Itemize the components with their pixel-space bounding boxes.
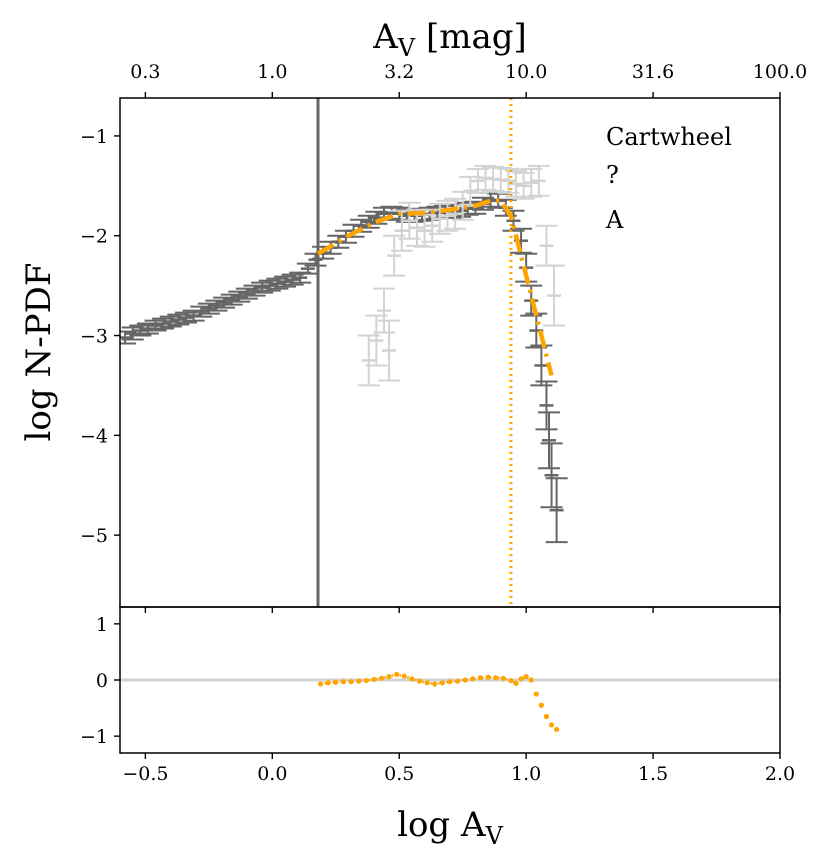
residual-trace [320,673,532,686]
residual-point [528,677,534,683]
x-axis-title: log AV [397,805,503,850]
residual-point [538,702,544,708]
series-selected-region [357,164,566,387]
y-tick-label-residual: 1 [96,614,108,636]
x-tick-label: 0.5 [384,763,414,785]
residual-point [340,679,346,685]
errorbar-point [527,164,550,197]
errorbar-point [436,199,459,232]
y-tick-label-residual: 0 [96,670,108,692]
x-tick-label: 1.0 [511,763,541,785]
y-tick-label-main: −3 [80,326,108,348]
residual-point [348,679,354,685]
main-panel-data [120,98,568,607]
y-axis-title: log N-PDF [19,263,59,442]
y-tick-label-main: −1 [80,126,108,148]
residual-point [493,675,499,681]
residual-point [554,726,560,733]
errorbar-point [545,477,568,544]
y-tick-label-main: −2 [80,226,108,248]
series-all-pixels [120,191,568,544]
errorbar-point [373,287,395,334]
annotation-class-label: A [605,206,624,234]
y-tick-label-main: −5 [80,525,108,547]
errorbar-point [543,264,566,327]
annotation-galaxy-name: Cartwheel [606,123,732,151]
errorbar-point [540,442,563,509]
residual-point [325,680,331,686]
x-tick-label: 2.0 [765,763,795,785]
residual-point [543,713,550,720]
y-tick-label-main: −4 [80,425,108,447]
residual-point [447,679,453,685]
top-axis-tick-label: 31.6 [632,61,674,83]
errorbar-point [538,411,560,470]
top-axis-tick-label: 0.3 [130,61,160,83]
errorbar-point [213,296,236,309]
residual-point [533,691,539,697]
errorbar-point [535,380,558,431]
errorbar-point [535,224,558,267]
x-tick-label: −0.5 [122,763,168,785]
top-axis-title: AV [mag] [372,17,527,62]
x-tick-label: 1.5 [638,763,668,785]
annotation-question-mark: ? [606,161,619,189]
main-panel-frame [119,97,781,608]
residual-point [548,722,555,728]
top-axis-tick-label: 10.0 [505,61,547,83]
x-tick-label: 0.0 [257,763,287,785]
residual-point [371,676,377,683]
top-axis-tick-label: 3.2 [384,61,414,83]
errorbar-point [530,344,553,387]
top-axis-tick-label: 100.0 [753,61,807,83]
errorbar-point [378,319,401,382]
y-tick-label-residual: −1 [80,726,108,748]
fit-line [316,198,554,377]
top-axis-tick-label: 1.0 [257,61,287,83]
residual-panel-data [120,671,780,733]
